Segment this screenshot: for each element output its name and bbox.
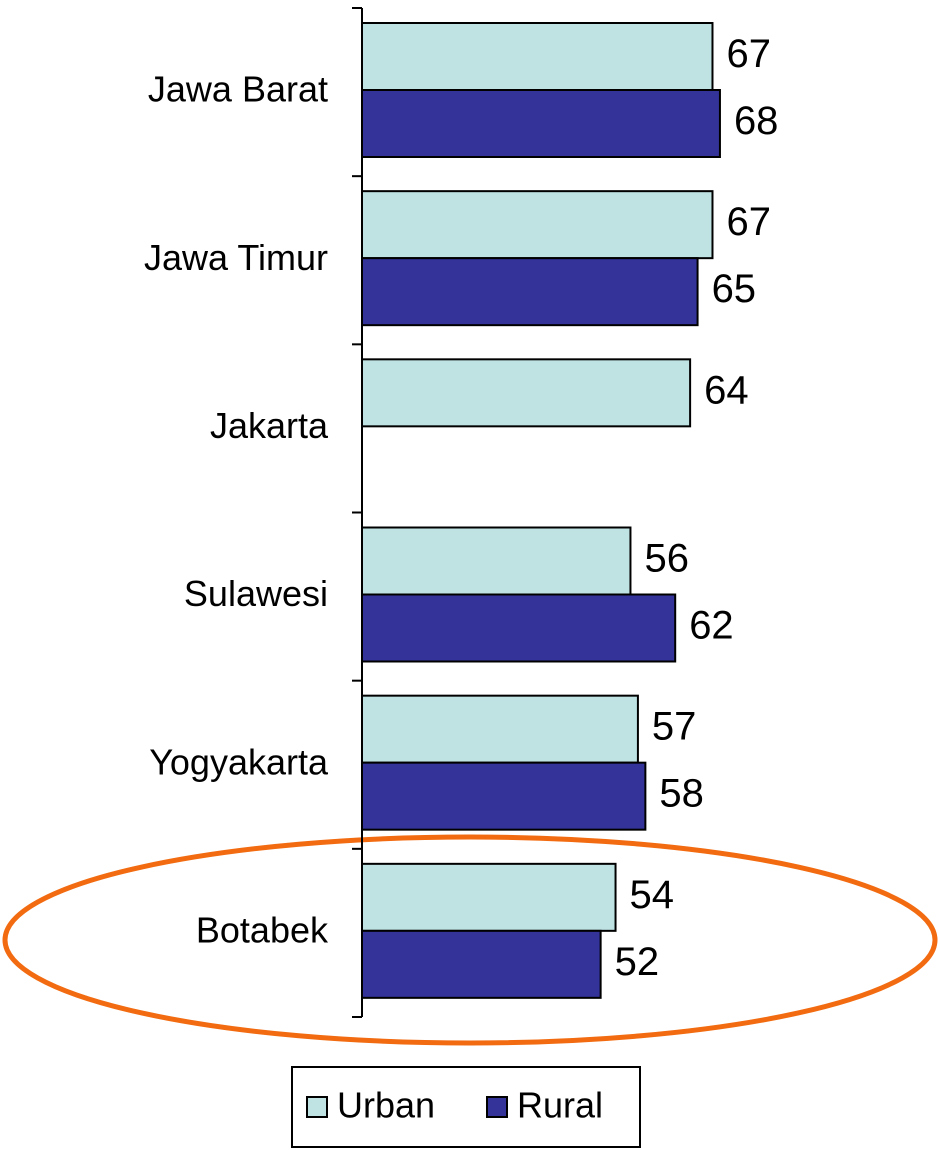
- value-label: 56: [644, 537, 689, 581]
- bar: [361, 526, 632, 596]
- y-tick-label: Jawa Barat: [148, 69, 328, 110]
- bar: [361, 358, 692, 428]
- bar: [361, 862, 617, 932]
- value-label: 57: [652, 705, 697, 749]
- legend-label: Urban: [337, 1085, 435, 1126]
- legend-swatch: [306, 1096, 328, 1118]
- y-tick-label: Botabek: [196, 909, 329, 950]
- value-label: 64: [704, 368, 749, 412]
- bar: [361, 89, 721, 158]
- bar: [361, 257, 699, 327]
- y-tick-label: Jawa Timur: [144, 237, 328, 278]
- value-label: 54: [630, 873, 675, 917]
- bar: [361, 190, 714, 260]
- bar: [361, 761, 647, 831]
- bar: [361, 593, 677, 663]
- value-label: 67: [726, 32, 771, 76]
- bar: [361, 694, 639, 764]
- value-label: 65: [712, 267, 757, 311]
- y-tick-label: Yogyakarta: [149, 741, 329, 782]
- y-tick-label: Sulawesi: [184, 573, 328, 614]
- legend-label: Rural: [517, 1085, 603, 1126]
- bar: [361, 929, 602, 999]
- value-label: 67: [726, 200, 771, 244]
- value-label: 62: [689, 604, 734, 648]
- value-label: 52: [615, 940, 660, 984]
- legend-box: [291, 1066, 641, 1148]
- y-tick-label: Jakarta: [210, 405, 329, 446]
- legend-swatch: [486, 1096, 508, 1118]
- value-label: 68: [734, 99, 779, 143]
- value-label: 58: [659, 772, 704, 816]
- highlight-ellipse: [2, 834, 938, 1046]
- bar: [361, 22, 714, 91]
